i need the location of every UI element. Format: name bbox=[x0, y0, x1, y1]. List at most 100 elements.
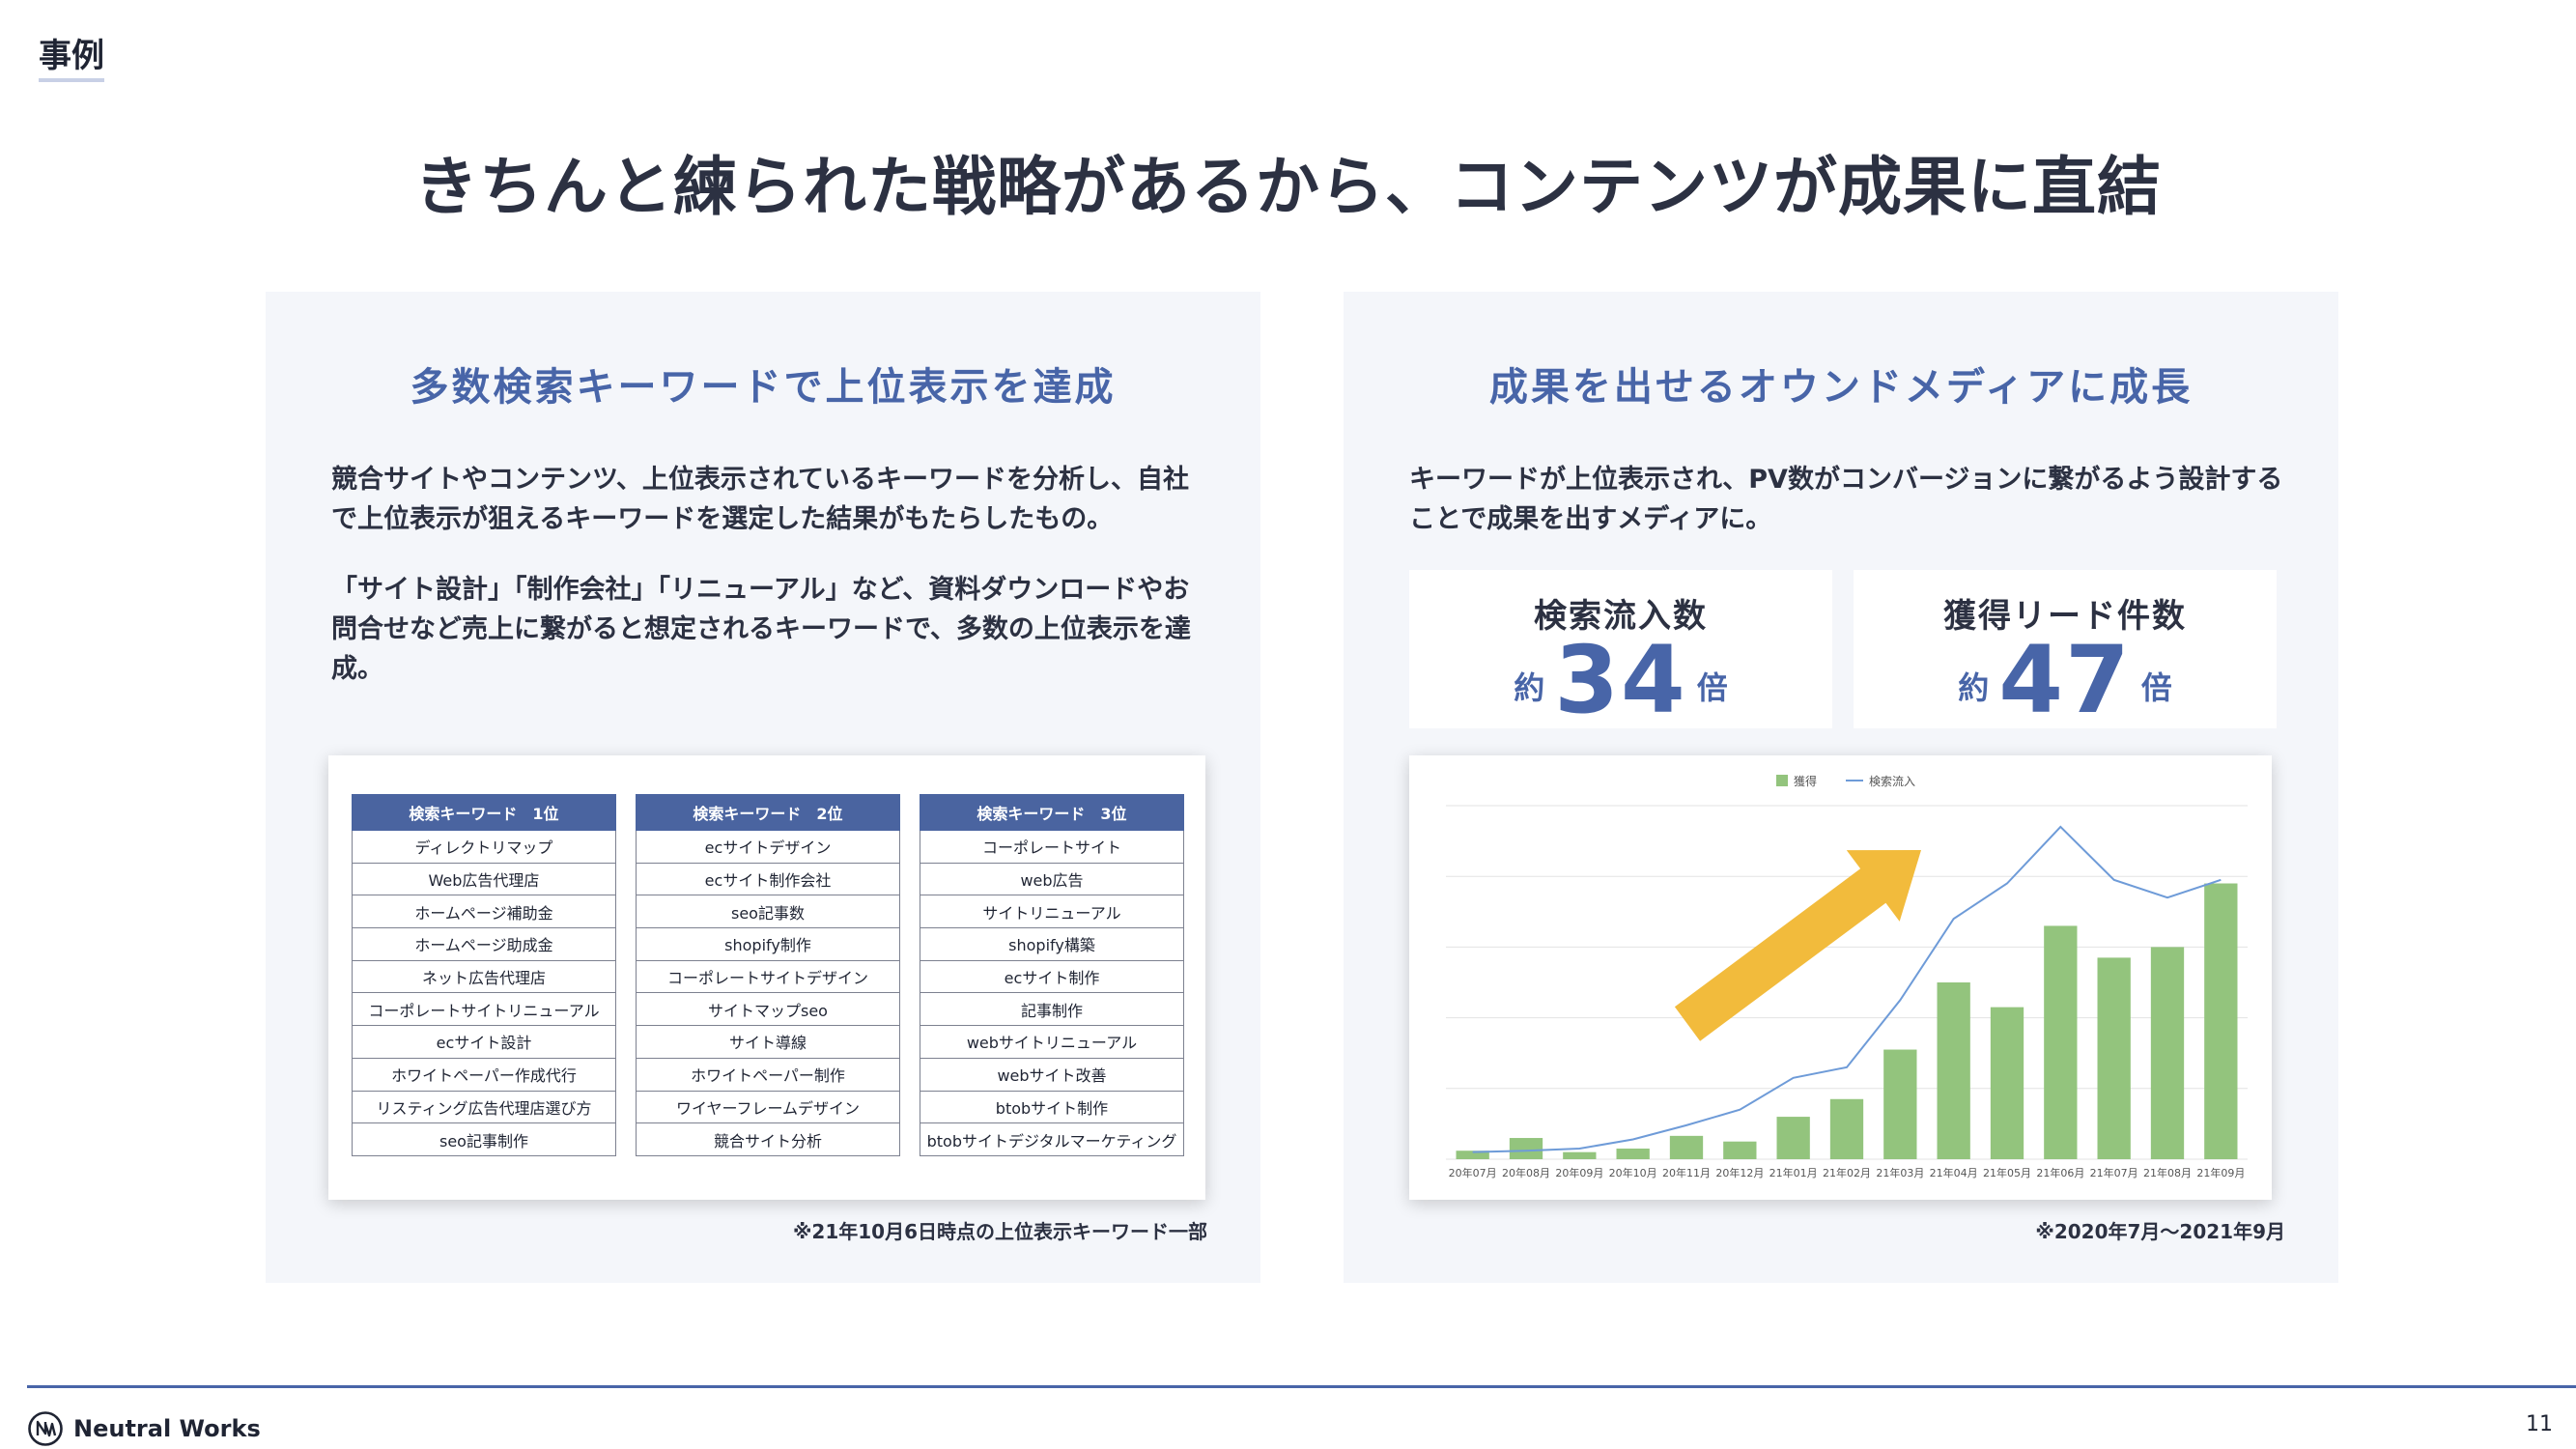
chart-bar bbox=[1776, 1117, 1810, 1159]
page-number: 11 bbox=[2526, 1412, 2553, 1436]
stat-suffix: 倍 bbox=[2140, 669, 2172, 706]
growth-chart-card: 20年07月 20年08月 20年09月 20年10月 20年11月 20年12月 21年0… bbox=[1409, 755, 2272, 1200]
stat-value: 34 bbox=[1554, 626, 1687, 734]
table-row: webサイト改善 bbox=[920, 1057, 1184, 1092]
keyword-cell: コーポレートサイトデザイン bbox=[636, 959, 900, 994]
table-row: ホームページ補助金 bbox=[352, 895, 616, 929]
neutral-works-logo-icon bbox=[28, 1411, 63, 1446]
company-logo: Neutral Works bbox=[27, 1410, 261, 1447]
chart-bar bbox=[1563, 1151, 1597, 1159]
table-row: webサイトリニューアル bbox=[920, 1025, 1184, 1059]
table-row: ホワイトペーパー制作 bbox=[636, 1057, 900, 1092]
keyword-cell: ワイヤーフレームデザイン bbox=[636, 1090, 900, 1124]
keyword-cell: ホワイトペーパー作成代行 bbox=[352, 1057, 616, 1092]
chart-bar bbox=[1509, 1138, 1543, 1159]
stat-value: 47 bbox=[1998, 626, 2132, 734]
chart-bar bbox=[2204, 883, 2238, 1159]
keyword-cell: shopify制作 bbox=[636, 927, 900, 961]
keyword-description-2: 「サイト設計」「制作会社」「リニューアル」など、資料ダウンロードやお問合せなど売… bbox=[331, 575, 1191, 684]
table-header: 検索キーワード 3位 bbox=[920, 794, 1184, 831]
page-headline: きちんと練られた戦略があるから、コンテンツが成果に直結 bbox=[414, 150, 2162, 224]
keyword-cell: ネット広告代理店 bbox=[352, 959, 616, 994]
table-header: 検索キーワード 1位 bbox=[352, 794, 616, 831]
table-row: 競合サイト分析 bbox=[636, 1122, 900, 1156]
growth-arrow-icon bbox=[1674, 850, 1921, 1041]
section-tag: 事例 bbox=[39, 37, 104, 82]
keyword-cell: ホームページ助成金 bbox=[352, 927, 616, 961]
x-tick-label: 21年06月 bbox=[2036, 1166, 2084, 1179]
keyword-cell: ホワイトペーパー制作 bbox=[636, 1057, 900, 1092]
stat-suffix: 倍 bbox=[1696, 669, 1728, 706]
chart-footnote: ※2020年7月〜2021年9月 bbox=[2035, 1220, 2285, 1243]
keyword-cell: ディレクトリマップ bbox=[352, 830, 616, 864]
search-traffic-stat: 検索流入数 約 34 倍 bbox=[1409, 570, 1832, 734]
chart-bar bbox=[1616, 1149, 1650, 1159]
table-row: ecサイト制作 bbox=[920, 959, 1184, 994]
chart-bar bbox=[1456, 1151, 1489, 1159]
x-tick-label: 21年09月 bbox=[2196, 1166, 2245, 1179]
keyword-cell: ecサイト制作会社 bbox=[636, 862, 900, 896]
x-tick-label: 20年08月 bbox=[1502, 1166, 1550, 1179]
stat-label: 検索流入数 bbox=[1534, 597, 1708, 636]
chart-bar bbox=[1990, 1007, 2024, 1159]
keyword-cell: リスティング広告代理店選び方 bbox=[352, 1090, 616, 1124]
keyword-cell: ecサイトデザイン bbox=[636, 830, 900, 864]
media-panel-title: 成果を出せるオウンドメディアに成長 bbox=[1488, 365, 2194, 410]
chart-bar bbox=[1669, 1135, 1704, 1159]
table-row: shopify構築 bbox=[920, 927, 1184, 961]
table-row: seo記事数 bbox=[636, 895, 900, 929]
chart-bar bbox=[2150, 947, 2185, 1159]
growth-chart: 20年07月 20年08月 20年09月 20年10月 20年11月 20年12月 21年0… bbox=[1446, 774, 2248, 1179]
keyword-cell: seo記事数 bbox=[636, 895, 900, 929]
keyword-cell: ホームページ補助金 bbox=[352, 895, 616, 929]
stat-value-line: 約 34 倍 bbox=[1409, 626, 1832, 734]
keyword-cell: ecサイト設計 bbox=[352, 1025, 616, 1059]
x-tick-label: 20年11月 bbox=[1662, 1166, 1711, 1179]
chart-bar bbox=[2044, 925, 2078, 1159]
rank-3-keyword-table: 検索キーワード 3位 コーポレートサイト web広告 サイトリニューアル shopify… bbox=[920, 794, 1184, 1156]
table-row: ホワイトペーパー作成代行 bbox=[352, 1057, 616, 1092]
table-header: 検索キーワード 2位 bbox=[636, 794, 900, 831]
table-row: サイト導線 bbox=[636, 1025, 900, 1059]
table-row: コーポレートサイトリニューアル bbox=[352, 992, 616, 1027]
chart-bar bbox=[1937, 982, 1970, 1159]
table-row: ecサイトデザイン bbox=[636, 830, 900, 864]
table-row: コーポレートサイト bbox=[920, 830, 1184, 864]
keyword-cell: btobサイト制作 bbox=[920, 1090, 1184, 1124]
table-row: ecサイト制作会社 bbox=[636, 862, 900, 896]
table-row: ワイヤーフレームデザイン bbox=[636, 1090, 900, 1124]
keyword-cell: btobサイトデジタルマーケティング bbox=[920, 1122, 1184, 1156]
x-tick-label: 21年04月 bbox=[1930, 1166, 1978, 1179]
table-row: web広告 bbox=[920, 862, 1184, 896]
keyword-cell: サイト導線 bbox=[636, 1025, 900, 1059]
legend-label: 検索流入 bbox=[1869, 775, 1915, 788]
keyword-cell: webサイトリニューアル bbox=[920, 1025, 1184, 1059]
chart-line-series bbox=[1472, 825, 2222, 1153]
keyword-cell: webサイト改善 bbox=[920, 1057, 1184, 1092]
x-tick-label: 21年07月 bbox=[2090, 1166, 2138, 1179]
keyword-footnote: ※21年10月6日時点の上位表示キーワード一部 bbox=[792, 1220, 1207, 1243]
keyword-cell: 競合サイト分析 bbox=[636, 1122, 900, 1156]
rank-2-keyword-table: 検索キーワード 2位 ecサイトデザイン ecサイト制作会社 seo記事数 shopif… bbox=[636, 794, 900, 1156]
chart-bar bbox=[2097, 957, 2131, 1159]
chart-bar bbox=[1829, 1098, 1864, 1159]
x-tick-label: 20年07月 bbox=[1449, 1166, 1497, 1179]
table-row: サイトマップseo bbox=[636, 992, 900, 1027]
legend-bar-swatch bbox=[1776, 775, 1788, 786]
keyword-cell: ecサイト制作 bbox=[920, 959, 1184, 994]
owned-media-panel: 成果を出せるオウンドメディアに成長 キーワードが上位表示され、PV数がコンバージ… bbox=[1344, 292, 2338, 1283]
table-row: Web広告代理店 bbox=[352, 862, 616, 896]
table-row: ディレクトリマップ bbox=[352, 830, 616, 864]
table-row: コーポレートサイトデザイン bbox=[636, 959, 900, 994]
footer-divider bbox=[27, 1385, 2576, 1388]
chart-bar bbox=[1723, 1141, 1757, 1159]
table-row: shopify制作 bbox=[636, 927, 900, 961]
keyword-cell: 記事制作 bbox=[920, 992, 1184, 1027]
x-tick-label: 21年02月 bbox=[1823, 1166, 1871, 1179]
keyword-cell: Web広告代理店 bbox=[352, 862, 616, 896]
x-tick-label: 21年05月 bbox=[1983, 1166, 2031, 1179]
keyword-cell: コーポレートサイトリニューアル bbox=[352, 992, 616, 1027]
table-row: サイトリニューアル bbox=[920, 895, 1184, 929]
x-tick-label: 20年12月 bbox=[1715, 1166, 1764, 1179]
keyword-ranking-panel: 多数検索キーワードで上位表示を達成 競合サイトやコンテンツ、上位表示されているキ… bbox=[266, 292, 1260, 1283]
